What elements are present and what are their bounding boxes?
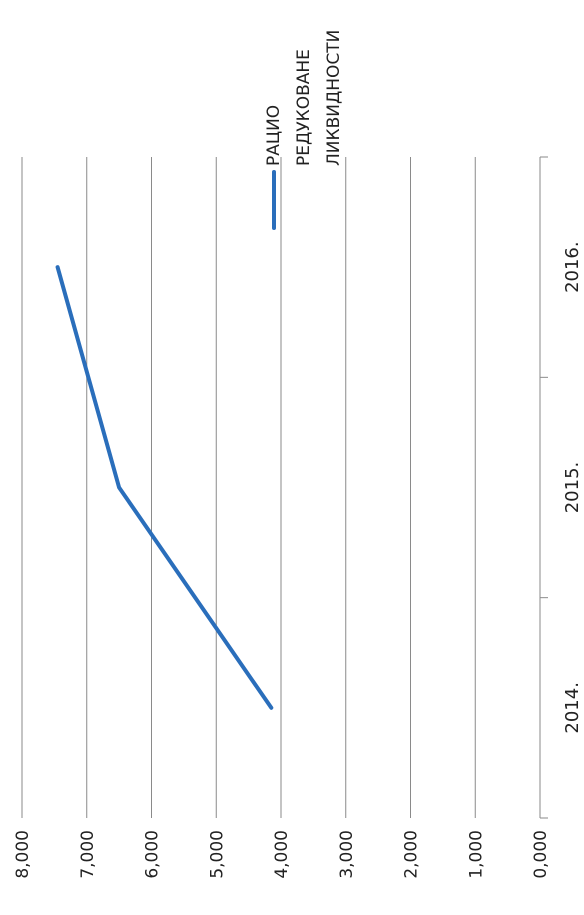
value-tick-label: 3,000 <box>337 830 357 879</box>
category-axis <box>539 156 548 819</box>
grid-lines <box>21 157 476 818</box>
legend-label: ЛИКВИДНОСТИ <box>324 30 344 166</box>
value-tick-label: 5,000 <box>207 830 227 879</box>
legend-label: РАЦИО <box>264 105 284 166</box>
legend-label: РЕДУКОВАНЕ <box>294 49 314 166</box>
category-label: 2014. <box>562 682 583 734</box>
value-tick-label: 6,000 <box>143 830 163 879</box>
value-tick-label: 4,000 <box>272 830 292 879</box>
category-label: 2016. <box>562 241 583 293</box>
category-label: 2015. <box>562 462 583 514</box>
value-tick-label: 2,000 <box>402 830 422 879</box>
value-tick-labels: 0,000 1,000 2,000 3,000 4,000 5,000 6,000 7,000… <box>13 830 551 879</box>
legend: РАЦИО РЕДУКОВАНЕ ЛИКВИДНОСТИ <box>264 30 344 230</box>
category-labels: 2014. 2015. 2016. <box>562 241 583 733</box>
value-tick-label: 7,000 <box>78 830 98 879</box>
value-tick-label: 1,000 <box>466 830 486 879</box>
series-line <box>55 265 274 710</box>
series-layer <box>55 265 274 710</box>
value-tick-label: 8,000 <box>13 830 33 879</box>
value-tick-label: 0,000 <box>531 830 551 879</box>
